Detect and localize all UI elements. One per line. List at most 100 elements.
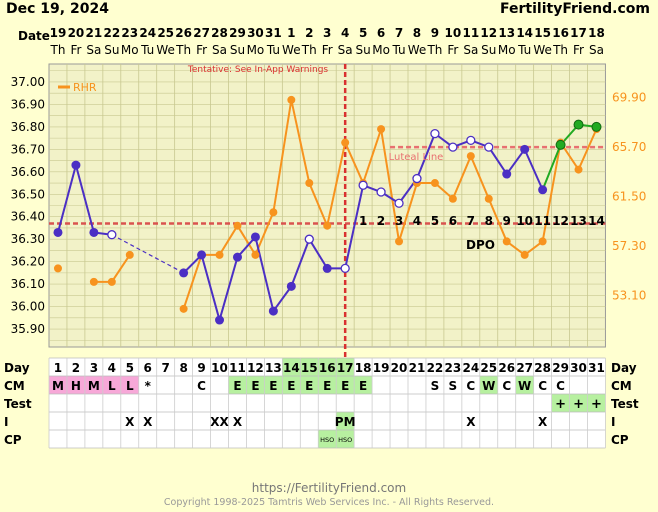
y-left-tick: 36.40 bbox=[11, 210, 45, 224]
weekday-tick: We bbox=[156, 43, 175, 57]
intercourse-value: X bbox=[538, 415, 548, 429]
test-value: + bbox=[555, 397, 566, 412]
intercourse-value: X bbox=[233, 415, 243, 429]
temp-point bbox=[268, 306, 278, 316]
temp-point-open bbox=[466, 135, 476, 146]
temp-line bbox=[523, 148, 544, 191]
cm-value: C bbox=[502, 379, 511, 393]
rhr-point bbox=[484, 194, 493, 203]
dpo-number: 8 bbox=[485, 214, 493, 228]
weekday-tick: Th bbox=[50, 43, 66, 57]
cycle-day: 4 bbox=[108, 361, 116, 375]
temp-point-open bbox=[394, 198, 404, 208]
rhr-point bbox=[251, 250, 260, 259]
annotations: Tentative: See In-App Warnings RHR Luteal … bbox=[58, 65, 605, 252]
cycle-day: 8 bbox=[179, 361, 187, 375]
intercourse-value: X bbox=[143, 415, 153, 429]
temp-line bbox=[200, 254, 221, 321]
cycle-day: 15 bbox=[301, 361, 318, 375]
weekday-tick: Sa bbox=[86, 43, 101, 57]
y-left-tick: 36.20 bbox=[11, 255, 45, 269]
day-cell-highlight bbox=[336, 358, 355, 376]
cp-value: HSO bbox=[320, 436, 334, 444]
temp-line bbox=[57, 164, 77, 233]
site-name[interactable]: FertilityFriend.com bbox=[500, 1, 650, 17]
weekday-tick: Fr bbox=[322, 43, 333, 57]
cycle-day: 18 bbox=[355, 361, 372, 375]
temp-point bbox=[520, 144, 530, 154]
weekday-tick: Sa bbox=[338, 43, 353, 57]
date-tick: 16 bbox=[552, 26, 569, 40]
row-label-left: CM bbox=[4, 379, 25, 393]
rhr-point bbox=[395, 237, 404, 246]
cm-value: E bbox=[323, 379, 331, 393]
weekday-tick: Su bbox=[230, 43, 245, 57]
i-cell-green bbox=[336, 412, 355, 430]
cycle-day: 7 bbox=[161, 361, 169, 375]
row-label-left: I bbox=[4, 415, 8, 429]
cm-value: C bbox=[538, 379, 547, 393]
intercourse-value: PM bbox=[335, 415, 356, 429]
cm-cell-pink bbox=[49, 376, 67, 394]
tentative-note: Tentative: See In-App Warnings bbox=[187, 65, 329, 75]
weekday-tick: Th bbox=[426, 43, 442, 57]
row-label-left: CP bbox=[4, 433, 22, 447]
date-tick: 27 bbox=[193, 26, 210, 40]
y-left-tick: 36.10 bbox=[11, 277, 45, 291]
cycle-day: 5 bbox=[126, 361, 134, 375]
date-tick: 19 bbox=[50, 26, 67, 40]
date-tick: 24 bbox=[139, 26, 156, 40]
dpo-number: 7 bbox=[467, 214, 475, 228]
cm-value: M bbox=[52, 379, 64, 393]
weekday-tick: Tu bbox=[517, 43, 531, 57]
weekday-tick: Sa bbox=[212, 43, 227, 57]
rhr-point bbox=[179, 304, 188, 313]
rhr-point bbox=[89, 277, 98, 286]
date-tick: 26 bbox=[175, 26, 192, 40]
dpo-number: 3 bbox=[395, 214, 403, 228]
cycle-day: 21 bbox=[409, 361, 426, 375]
dpo-number: 6 bbox=[449, 214, 457, 228]
cm-value: L bbox=[108, 379, 116, 393]
cm-cell-pink bbox=[66, 376, 85, 394]
rhr-point bbox=[574, 165, 583, 174]
date-tick: 10 bbox=[445, 26, 462, 40]
temp-line bbox=[487, 146, 508, 175]
temp-line bbox=[344, 185, 365, 269]
weekday-tick: Fr bbox=[573, 43, 584, 57]
date-tick: 25 bbox=[157, 26, 174, 40]
weekday-tick: Mo bbox=[121, 43, 139, 57]
cycle-day: 12 bbox=[247, 361, 264, 375]
temp-point-open bbox=[430, 128, 440, 139]
date-tick: 7 bbox=[395, 26, 403, 40]
cycle-day: 23 bbox=[445, 361, 462, 375]
rhr-point bbox=[53, 264, 62, 273]
y-left-tick: 37.00 bbox=[11, 75, 45, 89]
cm-value: M bbox=[88, 379, 100, 393]
temp-point-open bbox=[358, 180, 368, 190]
date-tick: 9 bbox=[431, 26, 439, 40]
date-tick: 12 bbox=[480, 26, 497, 40]
footer-url[interactable]: https://FertilityFriend.com bbox=[251, 481, 407, 495]
cycle-day: 16 bbox=[319, 361, 336, 375]
cycle-day: 10 bbox=[211, 361, 228, 375]
y-right-tick: 69.90 bbox=[612, 91, 646, 105]
plot-grid bbox=[49, 64, 606, 347]
rhr-point bbox=[466, 152, 475, 161]
temp-point bbox=[197, 250, 207, 260]
cycle-day: 27 bbox=[516, 361, 533, 375]
rhr-point bbox=[341, 138, 350, 147]
cm-value: * bbox=[145, 379, 152, 393]
temp-point-open bbox=[376, 187, 386, 197]
date-tick: 22 bbox=[103, 26, 120, 40]
cm-cell-pink bbox=[102, 376, 121, 394]
cm-cell-green bbox=[246, 376, 265, 394]
temp-point bbox=[89, 227, 99, 237]
test-cell-green bbox=[587, 394, 606, 412]
cm-cell-pink bbox=[84, 376, 103, 394]
cycle-day: 31 bbox=[588, 361, 605, 375]
cm-cell-green bbox=[264, 376, 283, 394]
cm-value: W bbox=[518, 379, 531, 393]
cm-value: H bbox=[71, 379, 81, 393]
test-value: + bbox=[573, 397, 584, 412]
